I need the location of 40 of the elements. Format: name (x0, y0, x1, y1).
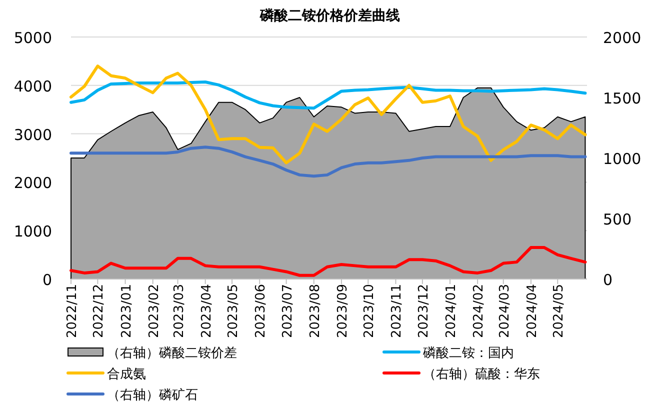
line-series (70, 80, 587, 110)
legend-label: （右轴）硫酸：华东 (423, 367, 540, 382)
x-tick-label: 2023/07 (280, 284, 296, 338)
y2-tick-label: 1500 (603, 90, 642, 108)
x-tick-label: 2024/03 (497, 284, 512, 338)
x-tick-label: 2024/05 (552, 284, 567, 338)
y-tick-label: 0 (42, 271, 52, 289)
line-series (70, 146, 587, 178)
line-series (70, 246, 587, 277)
y2-tick-label: 500 (603, 210, 632, 228)
legend-label: 磷酸二铵：国内 (422, 346, 514, 361)
x-tick-label: 2023/09 (335, 284, 350, 338)
x-tick-label: 2023/08 (308, 284, 323, 338)
y2-tick-label: 0 (603, 271, 613, 289)
y2-tick-label: 1000 (603, 150, 642, 168)
x-tick-label: 2023/11 (390, 284, 405, 338)
legend-label: （右轴）磷矿石 (107, 388, 198, 403)
x-tick-label: 2023/01 (119, 284, 134, 338)
x-tick-label: 2023/10 (362, 284, 378, 338)
x-tick-label: 2022/12 (92, 284, 107, 338)
y-tick-label: 1000 (14, 222, 52, 241)
chart-title: 磷酸二铵价格价差曲线 (259, 8, 400, 24)
x-tick-label: 2024/01 (444, 284, 459, 338)
y-tick-label: 4000 (14, 77, 52, 96)
y-tick-label: 2000 (14, 174, 52, 192)
y-tick-label: 3000 (14, 126, 52, 144)
line-series (70, 64, 587, 164)
y2-tick-label: 2000 (603, 29, 642, 47)
x-tick-label: 2023/06 (254, 284, 269, 338)
x-tick-label: 2024/02 (472, 284, 487, 338)
legend-label: （右轴）磷酸二铵价差 (107, 346, 237, 361)
x-tick-label: 2023/12 (416, 284, 432, 338)
x-tick-label: 2023/04 (199, 284, 214, 338)
y-tick-label: 5000 (14, 29, 52, 47)
legend-label: 合成氨 (107, 367, 146, 382)
x-tick-label: 2022/11 (65, 284, 80, 338)
x-tick-label: 2023/03 (172, 284, 187, 338)
x-tick-label: 2024/04 (524, 284, 540, 338)
x-tick-label: 2023/02 (146, 284, 162, 338)
x-tick-label: 2023/05 (226, 284, 242, 338)
